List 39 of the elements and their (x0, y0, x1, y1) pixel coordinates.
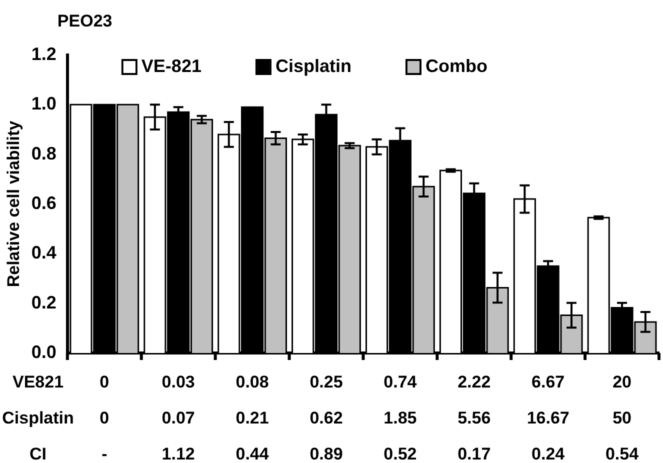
text: Cisplatin (2, 408, 74, 428)
y-tick-label: 0.6 (31, 192, 56, 213)
text: 0.62 (310, 408, 343, 428)
y-tick-label: 0.4 (31, 242, 56, 263)
text: 0.44 (236, 444, 270, 463)
text: 0.17 (458, 444, 491, 463)
legend-label: Combo (425, 56, 488, 76)
x-tick-label: 2.22 (458, 372, 491, 392)
y-axis-title: Relative cell viability (4, 120, 23, 288)
text: 0.89 (310, 444, 343, 463)
text: VE821 (12, 372, 64, 392)
text: - (102, 444, 108, 463)
text: 0.07 (162, 408, 195, 428)
legend-label: Cisplatin (275, 56, 352, 76)
text: 16.67 (526, 408, 570, 428)
y-tick-label: 1.2 (31, 44, 56, 64)
y-tick-label: 0.0 (31, 342, 56, 362)
x-tick-label: 0 (100, 372, 110, 392)
text: 0 (100, 408, 110, 428)
text: 0.21 (236, 408, 269, 428)
y-tick-label: 1.0 (31, 94, 56, 114)
x-tick-label: 0.74 (384, 372, 418, 392)
text: 0.24 (532, 444, 566, 463)
text: 1.85 (384, 408, 417, 428)
x-tick-label: 6.67 (532, 372, 565, 392)
text: 50 (612, 408, 632, 428)
x-tick-label: 20 (612, 372, 632, 392)
x-tick-label: 0.25 (310, 372, 343, 392)
text: CI (30, 444, 46, 463)
y-tick-label: 0.8 (31, 143, 56, 164)
x-tick-label: 0.03 (162, 372, 195, 392)
text: 5.56 (458, 408, 491, 428)
text: 0.54 (605, 444, 640, 463)
chart-title: PEO23 (57, 12, 112, 31)
text: 0.52 (384, 444, 417, 463)
legend-label: VE-821 (141, 56, 202, 76)
x-tick-label: 0.08 (236, 372, 269, 392)
y-tick-label: 0.2 (31, 292, 56, 312)
text: 1.12 (162, 444, 195, 463)
